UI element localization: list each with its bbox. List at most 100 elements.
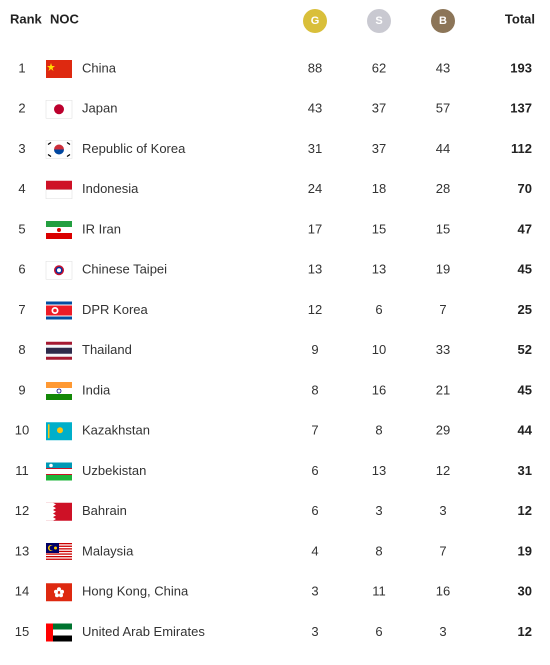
- total-count: 47: [518, 221, 532, 236]
- country-name: Chinese Taipei: [82, 262, 167, 277]
- flag-part: [46, 623, 72, 630]
- gold-count: 7: [311, 423, 318, 438]
- gold-count: 9: [311, 342, 318, 357]
- silver-badge: [367, 9, 391, 33]
- flag: [45, 261, 73, 280]
- flag-part: [46, 180, 72, 190]
- flag-part: [46, 553, 72, 555]
- bronze-count: 29: [436, 423, 450, 438]
- total-count: 30: [518, 584, 532, 599]
- flag-part: [47, 142, 71, 157]
- gold-count: 6: [311, 463, 318, 478]
- flag-part: [46, 347, 72, 354]
- gold-count: 6: [311, 503, 318, 518]
- country-name: India: [82, 382, 111, 397]
- silver-count: 16: [372, 382, 386, 397]
- total-count: 45: [518, 262, 532, 277]
- header-noc: NOC: [50, 11, 80, 26]
- header-total: Total: [505, 11, 535, 26]
- flag-part: [46, 474, 72, 481]
- flag-part: [53, 308, 57, 313]
- flag-part: [46, 474, 72, 475]
- flag-part: [47, 63, 55, 71]
- country-name: Thailand: [82, 342, 132, 357]
- flag: [46, 341, 72, 360]
- rank: 5: [18, 221, 25, 236]
- bronze-count: 15: [436, 221, 450, 236]
- flag-part: [46, 635, 72, 642]
- rank: 14: [15, 584, 29, 599]
- flag: [46, 422, 72, 441]
- bronze-count: 43: [436, 60, 450, 75]
- flag-part: [54, 144, 64, 150]
- country-name: Hong Kong, China: [82, 584, 189, 599]
- flag: [46, 301, 72, 320]
- header-gold: G: [311, 15, 320, 27]
- silver-count: 10: [372, 342, 386, 357]
- flag-part: [45, 189, 73, 199]
- gold-count: 43: [308, 101, 322, 116]
- flag: [46, 583, 72, 602]
- total-count: 112: [511, 141, 532, 156]
- flag-part: [55, 593, 59, 598]
- bronze-count: 3: [439, 624, 446, 639]
- country-name: IR Iran: [82, 221, 121, 236]
- flag: [46, 382, 72, 400]
- bronze-count: 28: [436, 181, 450, 196]
- total-count: 137: [510, 101, 532, 116]
- bronze-count: 3: [439, 503, 446, 518]
- flag-part: [66, 154, 71, 157]
- flag-part: [54, 587, 64, 598]
- bronze-count: 7: [439, 543, 446, 558]
- rank: 10: [15, 423, 29, 438]
- gold-count: 88: [308, 60, 322, 75]
- flag: [46, 623, 72, 642]
- silver-count: 8: [375, 423, 382, 438]
- bronze-count: 21: [436, 382, 450, 397]
- flag-part: [46, 221, 72, 227]
- flag-part: [56, 388, 62, 394]
- flag: [45, 140, 73, 159]
- total-count: 12: [518, 624, 532, 639]
- flag-part: [46, 583, 72, 602]
- country-name: Kazakhstan: [82, 423, 150, 438]
- rank: 8: [18, 342, 25, 357]
- rank: 7: [18, 302, 25, 317]
- flag-part: [54, 589, 58, 594]
- flag-part: [46, 468, 72, 475]
- bronze-count: 33: [436, 342, 450, 357]
- flag: [45, 100, 73, 119]
- rank: 13: [15, 543, 29, 558]
- country-name: Uzbekistan: [82, 463, 146, 478]
- rank: 11: [15, 463, 29, 478]
- rank: 1: [18, 60, 25, 75]
- flag: [46, 502, 72, 521]
- total-count: 31: [518, 463, 532, 478]
- silver-count: 3: [375, 503, 382, 518]
- silver-count: 11: [372, 584, 386, 599]
- silver-count: 13: [372, 262, 386, 277]
- country-name: Bahrain: [82, 503, 127, 518]
- total-count: 44: [518, 423, 533, 438]
- total-count: 12: [518, 503, 532, 518]
- flag-part: [57, 228, 61, 232]
- flag-part: [46, 623, 53, 642]
- silver-count: 6: [375, 302, 382, 317]
- flag-part: [47, 142, 52, 145]
- gold-count: 17: [308, 221, 322, 236]
- rank: 4: [18, 181, 25, 196]
- flag-part: [46, 462, 72, 469]
- silver-count: 6: [375, 624, 382, 639]
- total-count: 193: [510, 60, 532, 75]
- total-count: 52: [518, 342, 532, 357]
- gold-count: 4: [311, 543, 318, 558]
- total-count: 19: [518, 543, 532, 558]
- bronze-count: 44: [436, 141, 450, 156]
- gold-badge: [303, 9, 327, 33]
- silver-count: 8: [375, 543, 382, 558]
- bronze-count: 12: [436, 463, 450, 478]
- silver-count: 62: [372, 60, 386, 75]
- gold-count: 24: [308, 181, 322, 196]
- bronze-count: 19: [436, 262, 450, 277]
- flag: [46, 543, 72, 561]
